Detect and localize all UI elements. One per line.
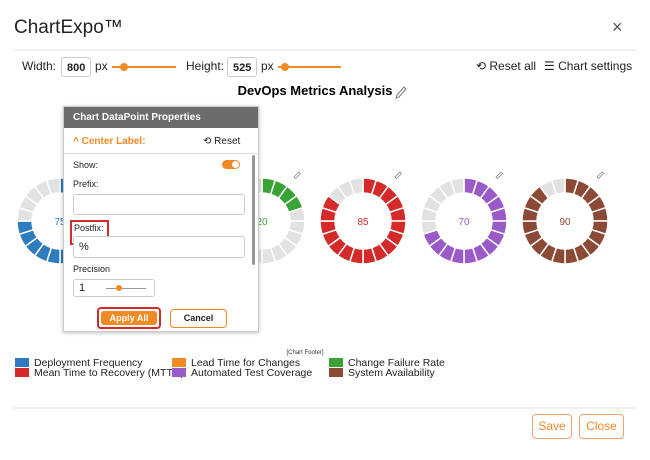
section-header[interactable]: ^ Center Label:: [73, 136, 146, 147]
value: 1: [79, 282, 86, 294]
edit-icon: [596, 171, 605, 180]
unit: px: [261, 59, 274, 73]
cancel-button[interactable]: Cancel: [170, 309, 227, 328]
width-label: Width:: [22, 59, 57, 73]
slider[interactable]: [106, 288, 146, 289]
app-title: ChartExpo™: [14, 17, 123, 38]
close-button[interactable]: Close: [579, 414, 624, 439]
show-label: Show:: [73, 160, 99, 170]
gauge-track: [550, 177, 566, 196]
precision-input[interactable]: 1: [73, 279, 155, 297]
gauge-value: 75: [54, 217, 66, 228]
height-input[interactable]: 525: [227, 57, 257, 77]
slider-knob[interactable]: [116, 285, 122, 291]
apply-all-button[interactable]: Apply All: [97, 307, 161, 329]
legend-label: Automated Test Coverage: [191, 367, 312, 379]
slider-knob[interactable]: [281, 63, 289, 71]
legend-swatch: [329, 358, 343, 367]
legend-swatch: [172, 368, 186, 377]
chart-settings-button[interactable]: ☰ Chart settings: [544, 59, 633, 73]
edit-icon: [394, 171, 403, 180]
legend-label: Change Failure Rate: [348, 357, 445, 369]
slider-knob[interactable]: [120, 63, 128, 71]
chart-title: DevOps Metrics Analysis: [238, 83, 393, 98]
legend-label: System Availability: [348, 367, 436, 379]
legend-label: Mean Time to Recovery (MTTR): [34, 367, 184, 379]
gauge-value: 70: [458, 217, 470, 228]
label: Reset: [214, 136, 241, 147]
save-button[interactable]: Save: [532, 414, 572, 439]
legend-label: Lead Time for Changes: [191, 357, 300, 369]
gauge-track: [449, 177, 465, 196]
postfix-input[interactable]: %: [73, 236, 245, 258]
reset-button[interactable]: ⟲ Reset: [203, 136, 241, 147]
gauge-value: 90: [559, 217, 571, 228]
legend-label: Deployment Frequency: [34, 357, 143, 369]
reset-all-button[interactable]: ⟲ Reset all: [476, 59, 537, 73]
legend-swatch: [172, 358, 186, 367]
close-icon[interactable]: ×: [612, 17, 623, 37]
edit-icon[interactable]: [395, 86, 407, 99]
prefix-label: Prefix:: [73, 179, 99, 189]
label: Chart settings: [558, 59, 633, 73]
gauge-track: [348, 177, 364, 196]
gauge-track: [45, 177, 61, 196]
gauge-value: 85: [357, 217, 369, 228]
edit-icon: [495, 171, 504, 180]
panel-title: Chart DataPoint Properties: [64, 107, 258, 128]
height-label: Height:: [186, 59, 225, 73]
prefix-input[interactable]: [73, 194, 245, 215]
divider: [64, 153, 258, 154]
gauge-value: 20: [256, 217, 268, 228]
legend-swatch: [15, 358, 29, 367]
precision-label: Precision: [73, 264, 111, 274]
properties-panel: Chart DataPoint Properties ^ Center Labe…: [63, 106, 259, 332]
width-input[interactable]: 800: [61, 57, 91, 77]
label: Apply All: [101, 311, 157, 325]
edit-icon: [293, 171, 302, 180]
unit: px: [95, 59, 108, 73]
chart-footer: [Chart Footer]: [286, 350, 323, 356]
legend-swatch: [329, 368, 343, 377]
label: Center Label:: [81, 136, 146, 147]
toggle-knob: [232, 161, 239, 168]
label: Reset all: [489, 59, 537, 73]
legend-swatch: [15, 368, 29, 377]
scrollbar[interactable]: [252, 155, 255, 265]
show-toggle[interactable]: [222, 160, 240, 169]
